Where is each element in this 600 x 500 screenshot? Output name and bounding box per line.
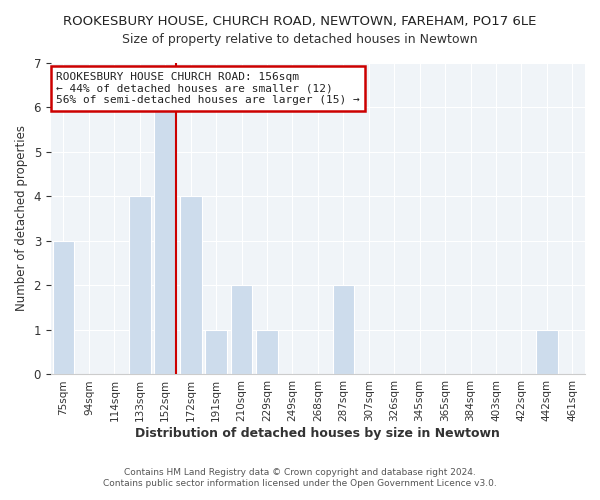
Bar xyxy=(231,286,253,374)
Text: Contains HM Land Registry data © Crown copyright and database right 2024.
Contai: Contains HM Land Registry data © Crown c… xyxy=(103,468,497,487)
Y-axis label: Number of detached properties: Number of detached properties xyxy=(15,126,28,312)
Bar xyxy=(129,196,151,374)
Bar xyxy=(205,330,227,374)
Bar xyxy=(256,330,278,374)
Bar xyxy=(53,241,74,374)
Bar xyxy=(332,286,354,374)
X-axis label: Distribution of detached houses by size in Newtown: Distribution of detached houses by size … xyxy=(136,427,500,440)
Bar xyxy=(536,330,557,374)
Bar xyxy=(154,107,176,374)
Bar xyxy=(180,196,202,374)
Text: Size of property relative to detached houses in Newtown: Size of property relative to detached ho… xyxy=(122,32,478,46)
Text: ROOKESBURY HOUSE, CHURCH ROAD, NEWTOWN, FAREHAM, PO17 6LE: ROOKESBURY HOUSE, CHURCH ROAD, NEWTOWN, … xyxy=(64,15,536,28)
Text: ROOKESBURY HOUSE CHURCH ROAD: 156sqm
← 44% of detached houses are smaller (12)
5: ROOKESBURY HOUSE CHURCH ROAD: 156sqm ← 4… xyxy=(56,72,360,105)
